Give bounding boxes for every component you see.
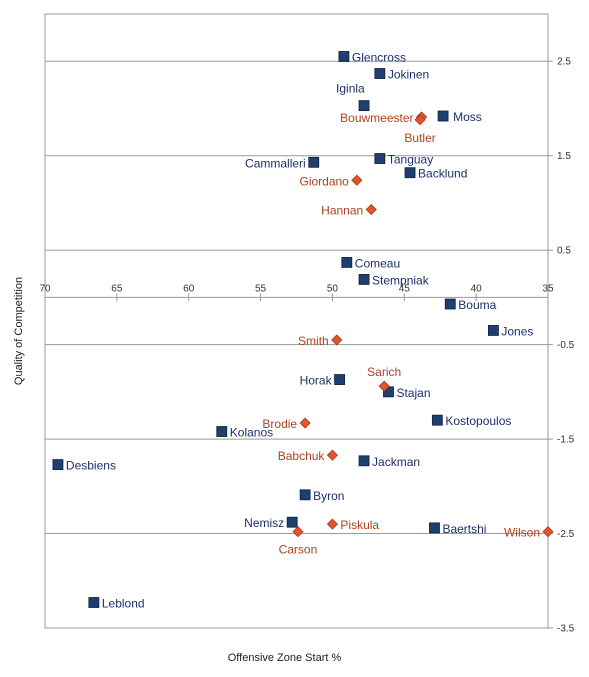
y-tick-label: -0.5 <box>557 340 575 351</box>
label-nemisz: Nemisz <box>244 516 284 530</box>
y-tick-label: -2.5 <box>557 529 575 540</box>
point-leblond <box>88 597 100 608</box>
x-tick-label: 60 <box>183 283 195 294</box>
label-tanguay: Tanguay <box>388 153 433 167</box>
data-points <box>52 51 554 608</box>
point-desbiens <box>52 459 64 470</box>
label-jackman: Jackman <box>372 455 420 469</box>
point-hannan <box>365 203 377 216</box>
point-jokinen <box>374 68 386 79</box>
plot-area <box>44 13 549 629</box>
point-babchuk <box>326 449 338 461</box>
point-kolanos <box>216 426 228 437</box>
label-piskula: Piskula <box>340 518 379 532</box>
label-iginla: Iginla <box>336 82 365 96</box>
label-wilson: Wilson <box>504 526 540 540</box>
point-bouma <box>444 298 456 310</box>
label-backlund: Backlund <box>418 167 467 181</box>
x-tick-label: 40 <box>471 283 483 294</box>
label-cammalleri: Cammalleri <box>245 156 306 170</box>
point-stempniak <box>358 274 370 285</box>
point-brodie <box>299 417 311 429</box>
label-brodie: Brodie <box>262 417 297 431</box>
point-iginla <box>358 100 370 112</box>
point-sarich <box>378 380 390 392</box>
point-labels: Glencross Jokinen Iginla Moss Tanguay Cammall… <box>66 51 540 611</box>
label-butler: Butler <box>404 131 435 145</box>
point-tanguay <box>374 153 386 164</box>
y-tick-labels: 2.5 1.5 0.5 -0.5 -1.5 -2.5 -3.5 <box>557 57 575 635</box>
label-jokinen: Jokinen <box>388 68 429 82</box>
point-smith <box>331 334 343 346</box>
label-horak: Horak <box>300 374 333 388</box>
point-horak <box>334 374 346 385</box>
point-backlund <box>404 167 416 179</box>
point-nemisz <box>286 516 298 528</box>
label-comeau: Comeau <box>355 256 400 270</box>
y-tick-label: 2.5 <box>557 57 571 68</box>
x-tick-label: 70 <box>39 283 51 294</box>
point-cammalleri <box>308 156 320 168</box>
y-tick-label: 0.5 <box>557 246 571 257</box>
x-tick-label: 65 <box>111 283 123 294</box>
label-carson: Carson <box>279 543 318 557</box>
x-tick-label: 55 <box>255 283 267 294</box>
label-babchuk: Babchuk <box>278 449 326 463</box>
point-jones <box>487 325 499 336</box>
label-baertshi: Baertshi <box>442 522 486 536</box>
label-jones: Jones <box>501 324 533 338</box>
label-kolanos: Kolanos <box>230 426 273 440</box>
label-byron: Byron <box>313 489 344 503</box>
y-tick-label: -1.5 <box>557 435 575 446</box>
x-axis-title: Offensive Zone Start % <box>228 652 342 664</box>
x-tick-label: 45 <box>399 283 411 294</box>
y-axis-title: Quality of Competition <box>13 277 25 385</box>
point-moss <box>437 110 449 122</box>
label-sarich: Sarich <box>367 365 401 379</box>
label-stempniak: Stempniak <box>372 273 430 287</box>
label-moss: Moss <box>453 110 482 124</box>
x-tick-label: 35 <box>542 283 554 294</box>
point-baertshi <box>429 522 440 534</box>
point-butler <box>414 114 426 126</box>
point-kostopoulos <box>431 414 443 426</box>
point-wilson <box>542 526 554 538</box>
point-jackman <box>358 455 370 467</box>
label-smith: Smith <box>298 334 329 348</box>
label-bouwmeester: Bouwmeester <box>340 111 413 125</box>
label-glencross: Glencross <box>352 51 406 65</box>
point-piskula <box>326 518 338 530</box>
label-kostopoulos: Kostopoulos <box>445 414 511 428</box>
point-comeau <box>341 257 353 268</box>
y-tick-label: -3.5 <box>557 624 575 635</box>
point-byron <box>299 489 311 501</box>
x-tick-label: 50 <box>327 283 339 294</box>
x-tick-labels: 70 65 60 55 50 45 40 35 <box>39 283 554 294</box>
y-tick-label: 1.5 <box>557 151 571 162</box>
point-carson <box>292 526 304 538</box>
label-bouma: Bouma <box>458 298 496 312</box>
label-hannan: Hannan <box>321 204 363 218</box>
label-giordano: Giordano <box>299 174 349 188</box>
label-leblond: Leblond <box>102 596 145 610</box>
label-stajan: Stajan <box>396 386 430 400</box>
point-giordano <box>351 174 363 186</box>
point-glencross <box>338 51 350 62</box>
label-desbiens: Desbiens <box>66 459 116 473</box>
